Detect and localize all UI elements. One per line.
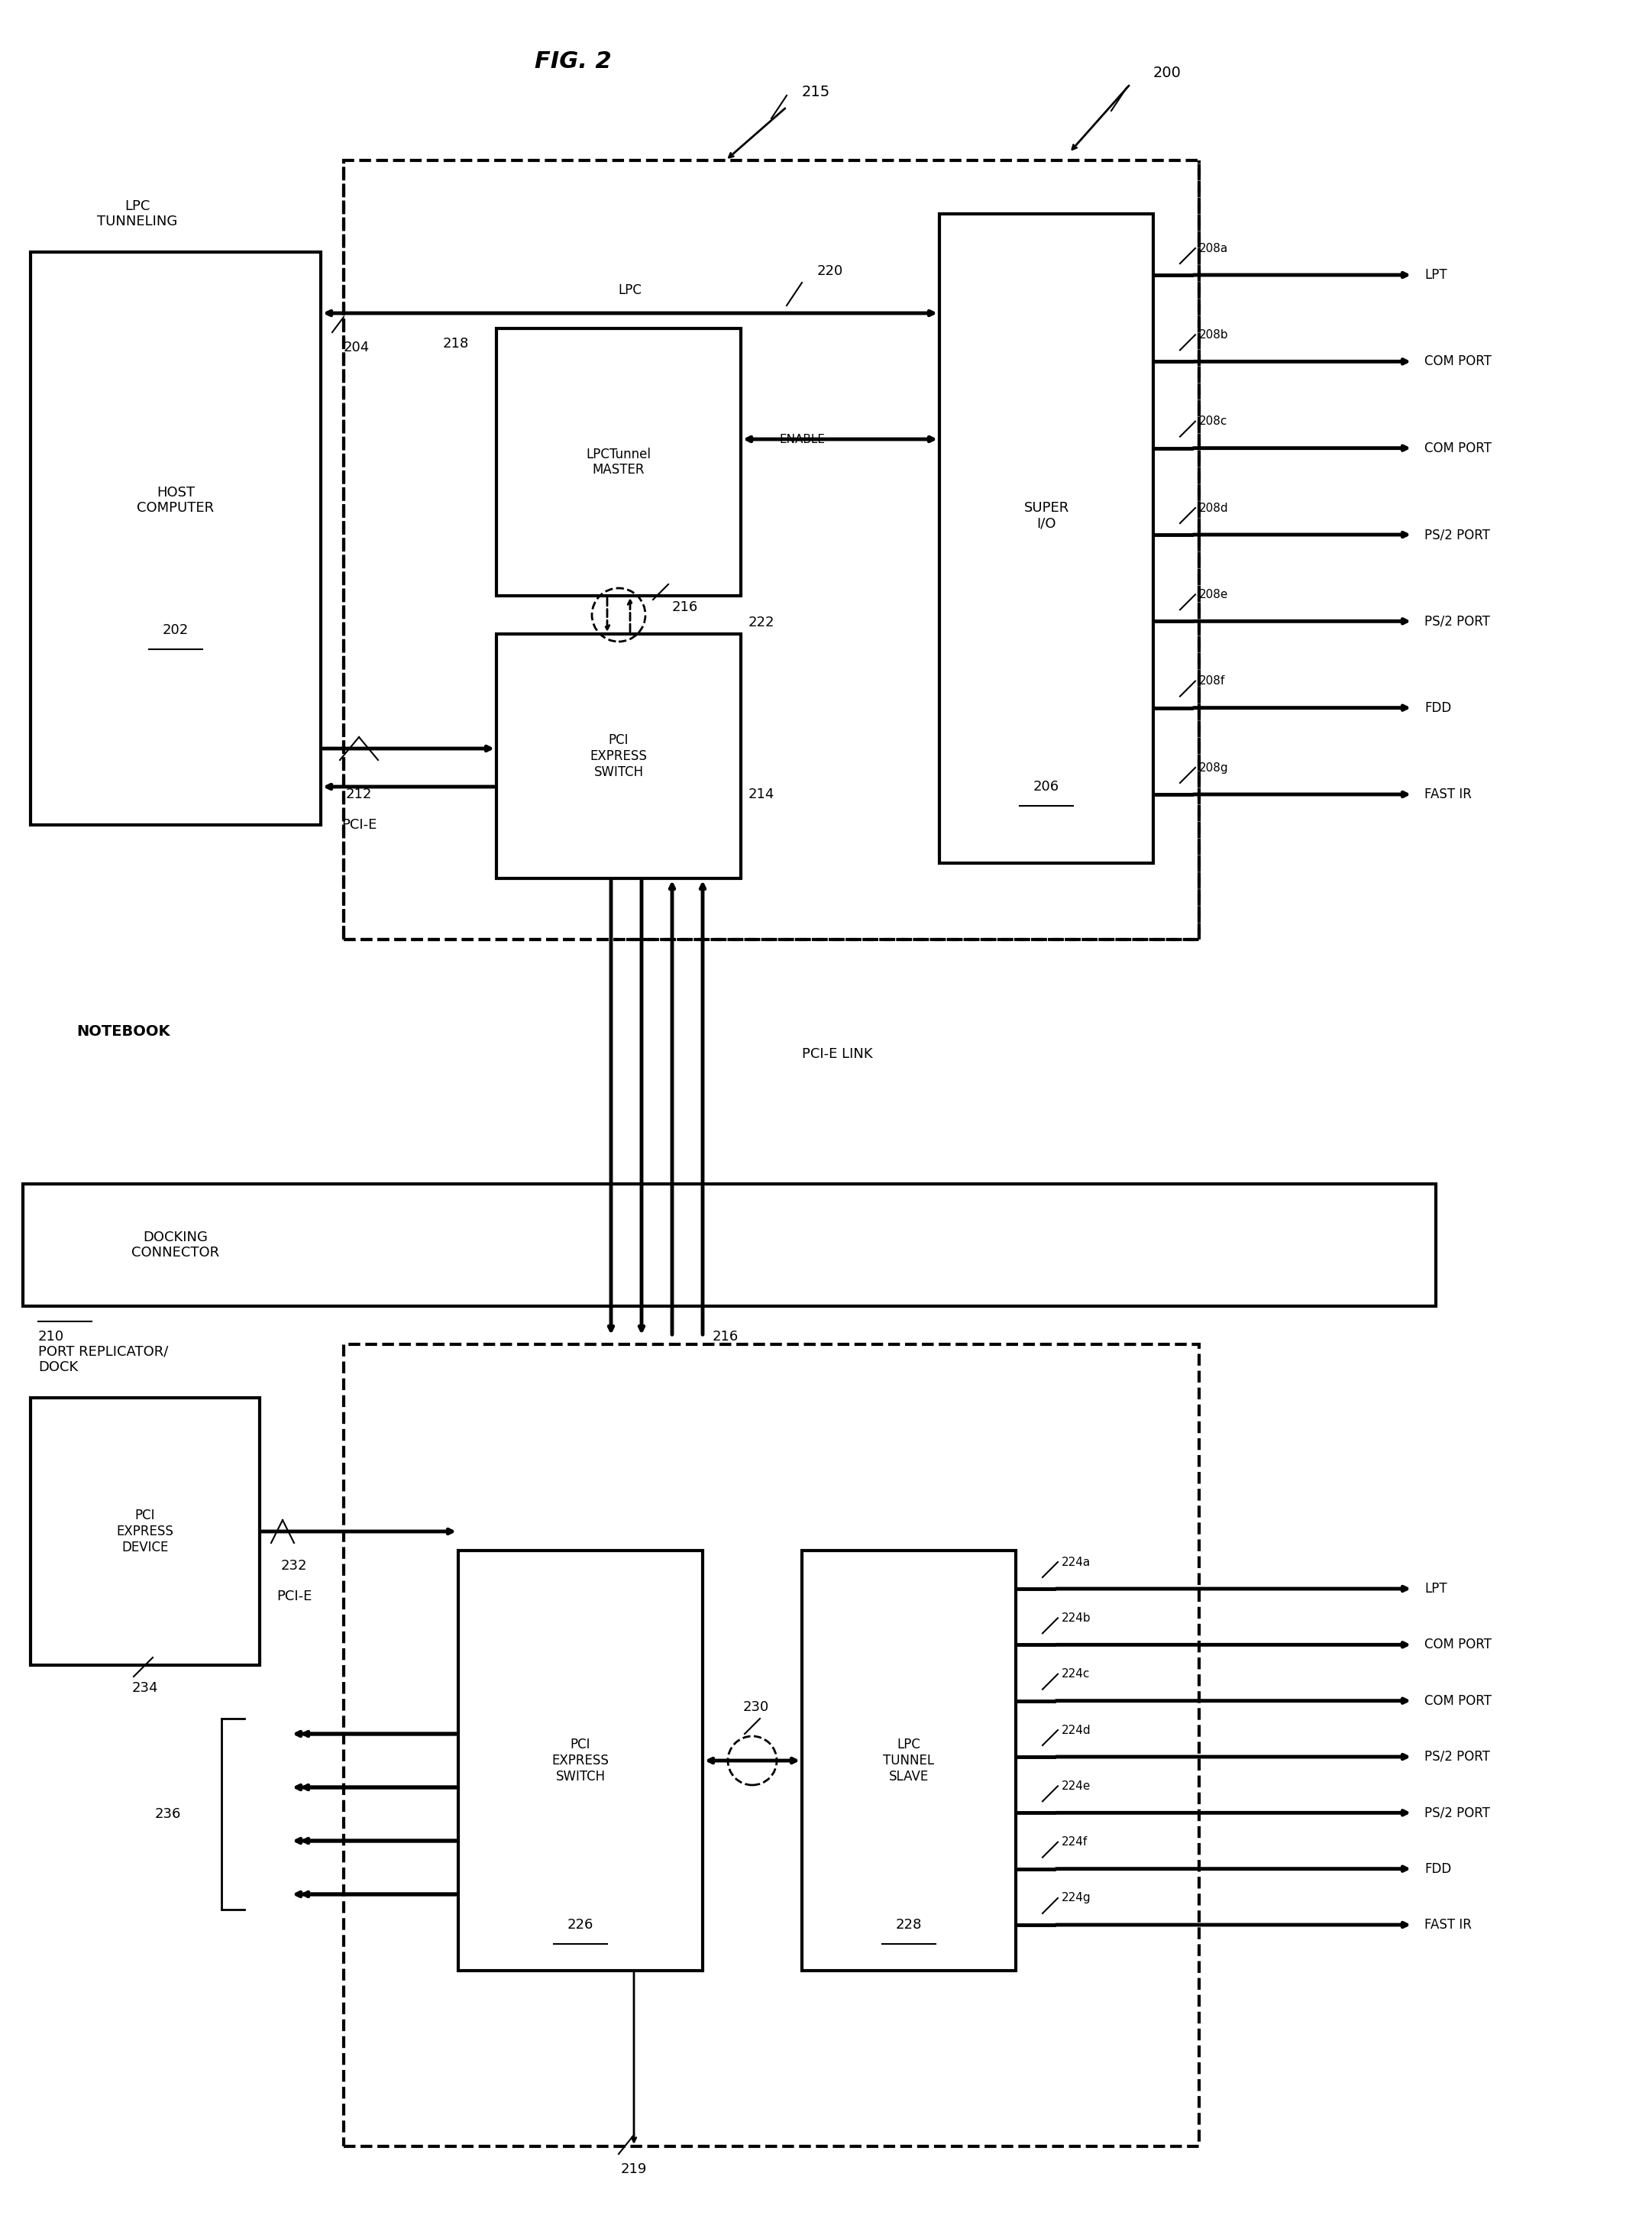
Text: 202: 202 [162, 622, 188, 638]
Text: PORT REPLICATOR/
DOCK: PORT REPLICATOR/ DOCK [38, 1345, 169, 1374]
Text: 208a: 208a [1199, 242, 1229, 253]
Text: 206: 206 [1032, 779, 1059, 794]
Text: 224c: 224c [1062, 1667, 1090, 1681]
Text: 210: 210 [38, 1329, 64, 1343]
Bar [458, 1551, 702, 1972]
Text: 215: 215 [801, 85, 831, 98]
Text: NOTEBOOK: NOTEBOOK [76, 1025, 170, 1038]
Text: PCI
EXPRESS
SWITCH: PCI EXPRESS SWITCH [552, 1739, 610, 1784]
Text: 228: 228 [895, 1918, 922, 1931]
Text: PCI
EXPRESS
SWITCH: PCI EXPRESS SWITCH [590, 734, 648, 779]
Text: PCI-E: PCI-E [342, 819, 377, 833]
Text: LPC: LPC [618, 284, 643, 298]
Text: 222: 222 [748, 615, 775, 629]
Bar [940, 215, 1153, 864]
Text: 212: 212 [345, 788, 372, 801]
Bar [497, 633, 740, 877]
Bar [801, 1551, 1016, 1972]
Text: 204: 204 [344, 340, 370, 354]
Bar [30, 1399, 259, 1665]
Bar [344, 1345, 1199, 2146]
Text: LPCTunnel
MASTER: LPCTunnel MASTER [586, 448, 651, 477]
Bar [30, 253, 320, 826]
Text: 232: 232 [281, 1560, 307, 1573]
Text: 208f: 208f [1199, 676, 1226, 687]
Text: 216: 216 [672, 600, 699, 613]
Text: PCI-E LINK: PCI-E LINK [801, 1047, 872, 1061]
Text: 226: 226 [567, 1918, 593, 1931]
Text: FDD: FDD [1424, 700, 1452, 714]
Text: 234: 234 [132, 1681, 159, 1694]
Text: PS/2 PORT: PS/2 PORT [1424, 1806, 1490, 1819]
Text: COM PORT: COM PORT [1424, 441, 1492, 454]
Text: LPT: LPT [1424, 269, 1447, 282]
Text: 224f: 224f [1062, 1837, 1087, 1849]
Text: LPC
TUNNELING: LPC TUNNELING [97, 199, 178, 228]
Text: FAST IR: FAST IR [1424, 788, 1472, 801]
Text: 230: 230 [743, 1701, 770, 1714]
Text: PCI-E: PCI-E [276, 1589, 312, 1602]
Text: PS/2 PORT: PS/2 PORT [1424, 528, 1490, 542]
Text: 219: 219 [621, 2162, 648, 2175]
Text: PCI
EXPRESS
DEVICE: PCI EXPRESS DEVICE [117, 1508, 173, 1553]
Text: FIG. 2: FIG. 2 [534, 49, 611, 72]
Text: 224d: 224d [1062, 1723, 1090, 1737]
Text: 208c: 208c [1199, 416, 1227, 427]
Text: 214: 214 [748, 788, 775, 801]
Bar [497, 329, 740, 595]
Text: HOST
COMPUTER: HOST COMPUTER [137, 486, 215, 515]
Text: PS/2 PORT: PS/2 PORT [1424, 615, 1490, 629]
Bar [344, 161, 1199, 940]
Text: COM PORT: COM PORT [1424, 354, 1492, 369]
Bar [23, 1184, 1436, 1307]
Text: 224b: 224b [1062, 1611, 1090, 1625]
Text: 208g: 208g [1199, 761, 1229, 774]
Text: 216: 216 [712, 1329, 738, 1343]
Text: 208e: 208e [1199, 589, 1229, 600]
Text: 200: 200 [1153, 65, 1181, 81]
Text: COM PORT: COM PORT [1424, 1694, 1492, 1708]
Text: 208d: 208d [1199, 501, 1229, 515]
Text: 224e: 224e [1062, 1781, 1090, 1793]
Text: FAST IR: FAST IR [1424, 1918, 1472, 1931]
Text: FDD: FDD [1424, 1862, 1452, 1875]
Text: 220: 220 [818, 264, 844, 278]
Text: 208b: 208b [1199, 329, 1229, 340]
Text: ENABLE: ENABLE [780, 434, 824, 445]
Text: PS/2 PORT: PS/2 PORT [1424, 1750, 1490, 1764]
Text: DOCKING
CONNECTOR: DOCKING CONNECTOR [132, 1231, 220, 1260]
Text: 218: 218 [443, 338, 469, 351]
Text: SUPER
I/O: SUPER I/O [1024, 501, 1069, 530]
Text: 236: 236 [155, 1808, 182, 1822]
Text: COM PORT: COM PORT [1424, 1638, 1492, 1652]
Text: LPC
TUNNEL
SLAVE: LPC TUNNEL SLAVE [884, 1739, 935, 1784]
Text: 224g: 224g [1062, 1893, 1090, 1905]
Text: LPT: LPT [1424, 1582, 1447, 1596]
Text: 224a: 224a [1062, 1555, 1090, 1569]
